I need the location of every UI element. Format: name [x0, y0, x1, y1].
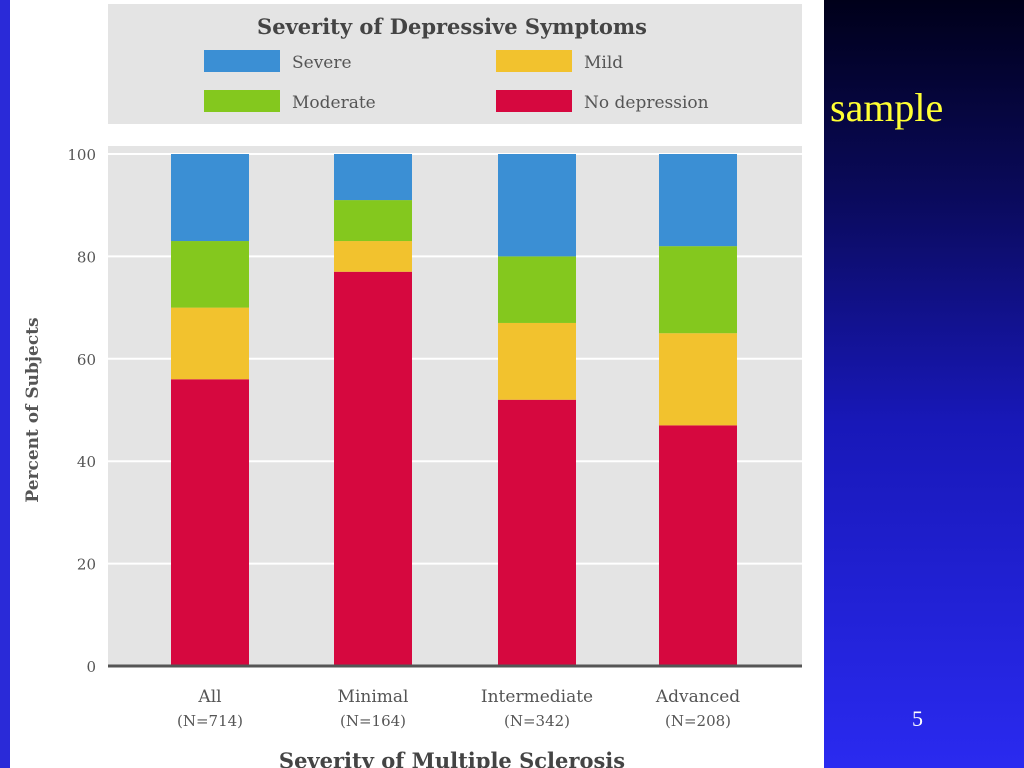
bar-segment-mild — [498, 322, 576, 400]
bar-segment-severe — [171, 154, 249, 242]
legend-label-no-depression: No depression — [584, 93, 709, 113]
stacked-bar-chart: Severity of Depressive Symptoms Severe Mi… — [23, 4, 802, 768]
figure-edge — [0, 0, 10, 768]
y-tick-label: 100 — [67, 146, 96, 164]
bar-segment-mild — [334, 241, 412, 272]
x-tick-label: Minimal — [338, 687, 409, 707]
x-tick-sublabel: (N=342) — [504, 712, 570, 730]
bars — [171, 154, 737, 666]
bar-segment-no-depression — [334, 271, 412, 666]
legend-label-severe: Severe — [292, 53, 352, 73]
bar-segment-mild — [659, 333, 737, 426]
legend: Severe Mild Moderate No depression — [204, 50, 709, 113]
slide-side-text: sample — [830, 85, 944, 130]
x-tick-sublabel: (N=714) — [177, 712, 243, 730]
y-axis-ticks: 0 20 40 60 80 100 — [67, 146, 96, 676]
legend-label-moderate: Moderate — [292, 93, 376, 113]
x-tick-sublabel: (N=164) — [340, 712, 406, 730]
bar-segment-mild — [171, 307, 249, 380]
bar-segment-severe — [498, 154, 576, 257]
legend-swatch-severe — [204, 50, 280, 72]
bar-segment-no-depression — [498, 399, 576, 666]
y-tick-label: 0 — [86, 658, 96, 676]
x-axis-label: Severity of Multiple Sclerosis — [279, 748, 625, 768]
x-tick-label: Intermediate — [481, 687, 593, 707]
x-tick-label: Advanced — [655, 687, 740, 707]
y-tick-label: 20 — [77, 556, 96, 574]
bar-segment-no-depression — [659, 425, 737, 666]
legend-swatch-no-depression — [496, 90, 572, 112]
x-tick-sublabel: (N=208) — [665, 712, 731, 730]
bar-segment-no-depression — [171, 379, 249, 666]
legend-swatch-moderate — [204, 90, 280, 112]
y-tick-label: 40 — [77, 453, 96, 471]
bar-segment-moderate — [498, 256, 576, 323]
x-tick-label: All — [197, 687, 221, 707]
legend-title: Severity of Depressive Symptoms — [257, 14, 647, 39]
y-axis-label: Percent of Subjects — [23, 317, 43, 502]
bar-segment-severe — [334, 154, 412, 201]
x-axis-ticks: All (N=714) Minimal (N=164) Intermediate (N=3… — [177, 687, 740, 730]
y-tick-label: 60 — [77, 351, 96, 369]
slide-page-number: 5 — [912, 706, 923, 731]
y-tick-label: 80 — [77, 248, 96, 266]
bar-segment-severe — [659, 154, 737, 247]
legend-label-mild: Mild — [584, 53, 623, 73]
bar-segment-moderate — [659, 246, 737, 334]
legend-swatch-mild — [496, 50, 572, 72]
chart-figure: Severity of Depressive Symptoms Severe Mi… — [0, 0, 802, 768]
bar-segment-moderate — [334, 200, 412, 242]
bar-segment-moderate — [171, 241, 249, 308]
